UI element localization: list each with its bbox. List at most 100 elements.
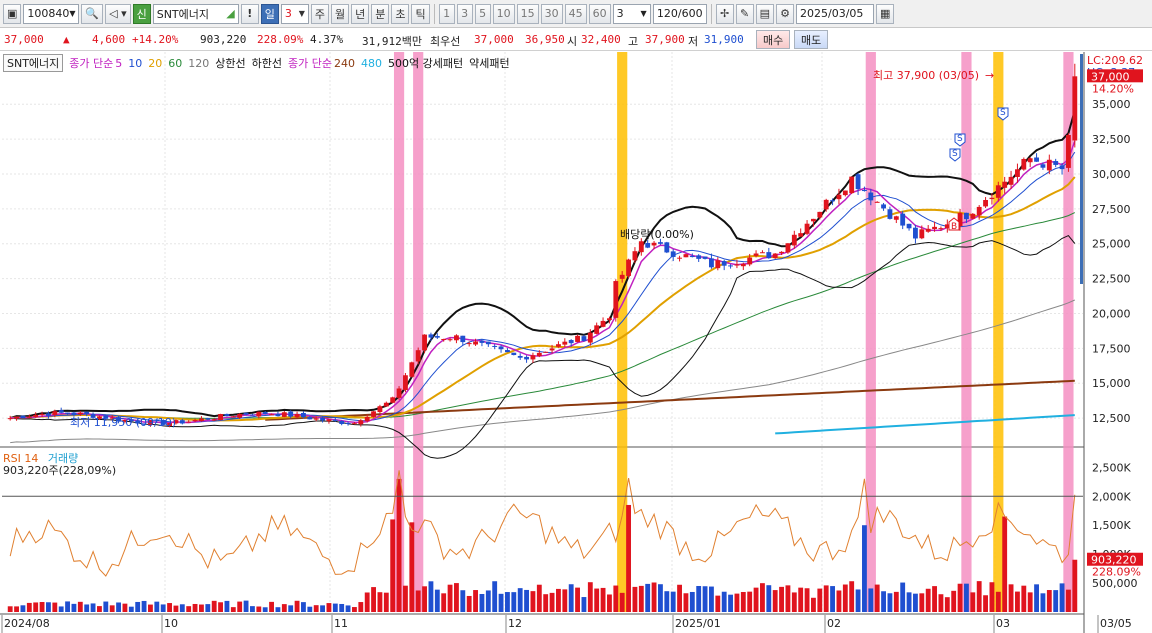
draw-tool-icon[interactable]: ✎ (735, 3, 754, 24)
calendar-icon[interactable]: ▦ (876, 3, 895, 24)
candle-body (677, 257, 682, 259)
candle-body (148, 420, 153, 425)
volume-bar (587, 582, 593, 612)
volume-bar (817, 588, 823, 612)
best-label: 최우선 (430, 35, 461, 48)
layout-icon[interactable]: ▣ (3, 3, 22, 24)
price-tick-label: 32,500 (1092, 133, 1131, 146)
candle-body (1040, 164, 1046, 168)
period-mult-select[interactable]: 3 ▼ (280, 3, 309, 24)
volume-bar (855, 589, 861, 612)
volume-bar (951, 590, 957, 612)
volume-bar (275, 607, 281, 612)
candle-body (211, 419, 217, 421)
candle-body (409, 362, 415, 377)
volume-bar (39, 602, 45, 612)
candle-body (326, 419, 332, 422)
volume-bar (403, 585, 408, 612)
volume-bar (632, 586, 638, 612)
period-min-button[interactable]: 분 (371, 3, 390, 24)
period-day-button[interactable]: 일 (260, 3, 279, 24)
signal-band (393, 52, 405, 612)
interval-button[interactable]: 45 (564, 3, 587, 24)
period-sec-button[interactable]: 초 (391, 3, 410, 24)
alert-button[interactable]: ! (240, 3, 259, 24)
price-change-pct: +14.20% (132, 33, 179, 46)
upper-band-line (9, 110, 1076, 420)
candle-body (913, 227, 918, 239)
crosshair-icon[interactable]: ✢ (715, 3, 734, 24)
interval-buttons: 1 3 5 10 15 30 45 60 (438, 3, 611, 24)
period-tick-button[interactable]: 틱 (411, 3, 430, 24)
candle-body (205, 418, 211, 420)
divider (433, 3, 435, 24)
interval-button[interactable]: 3 (456, 3, 473, 24)
candle-body (919, 229, 925, 239)
candle-body (1002, 181, 1008, 188)
legend-pattern-bear: 약세패턴 (469, 57, 510, 70)
interval-button[interactable]: 60 (588, 3, 611, 24)
date-value: 2025/03/05 (800, 7, 864, 20)
candle-body (740, 263, 746, 267)
candle-body (33, 414, 39, 417)
volume-bar (1034, 584, 1039, 612)
volume-bar (543, 594, 549, 612)
gear-icon[interactable]: ⚙ (776, 3, 794, 24)
open-price: 32,400 (581, 33, 621, 46)
volume-bar (600, 587, 606, 612)
period-year-button[interactable]: 년 (351, 3, 370, 24)
price-chart[interactable]: 35,000 32,500 30,000 27,500 25,000 22,500 20,0… (0, 52, 1152, 633)
save-icon[interactable]: ▤ (755, 3, 774, 24)
legend-ma480: 480 (361, 56, 383, 70)
buy-signal-label: B (951, 222, 957, 232)
interval-button[interactable]: 10 (492, 3, 515, 24)
legend-stock-name[interactable]: SNT에너지 (3, 54, 64, 72)
volume-bar (709, 586, 714, 612)
candle-body (485, 341, 491, 345)
date-field[interactable]: 2025/03/05 (796, 3, 874, 24)
legend-ma10: 10 (128, 56, 143, 70)
volume-bar (893, 591, 899, 612)
sell-signal-label: S (957, 134, 963, 144)
candle-body (849, 176, 855, 194)
signal-band (993, 52, 1004, 612)
candle-body (479, 340, 485, 343)
period-month-button[interactable]: 월 (330, 3, 350, 24)
candle-body (84, 411, 90, 414)
candle-body (798, 233, 804, 237)
volume-current: 903,220주(228,09%) (3, 464, 117, 477)
corner-flag-icon: ◢ (226, 7, 235, 20)
interval-button[interactable]: 5 (474, 3, 491, 24)
search-icon[interactable]: 🔍 (81, 3, 104, 24)
candle-body (760, 252, 765, 254)
ma480-line (775, 414, 1075, 435)
sell-button[interactable]: 매도 (794, 30, 829, 49)
stock-name-field[interactable]: SNT에너지 ◢ (152, 3, 239, 24)
volume-pct-tag: 228.09% (1092, 566, 1141, 579)
interval-button[interactable]: 15 (516, 3, 539, 24)
volume-bar (906, 592, 912, 612)
buy-button[interactable]: 매수 (756, 30, 791, 49)
credit-badge[interactable]: 신 (132, 3, 151, 24)
candle-body (383, 402, 389, 407)
volume-bar (447, 584, 453, 612)
candle-body (7, 418, 13, 420)
candle-body (97, 416, 102, 419)
volume-bar (581, 597, 587, 612)
volume-bar (173, 605, 179, 612)
interval-button[interactable]: 30 (540, 3, 563, 24)
speaker-icon[interactable]: ◁ ▾ (105, 3, 131, 24)
view-count-field[interactable]: 120/600 (652, 3, 707, 24)
volume-bar (320, 605, 325, 612)
interval-button[interactable]: 1 (438, 3, 455, 24)
price-tick-label: 17,500 (1092, 342, 1131, 355)
volume-bar (256, 606, 262, 612)
volume-bar (932, 586, 937, 612)
interval-select[interactable]: 3 ▼ (612, 3, 651, 24)
volume-bar (243, 600, 249, 612)
period-week-button[interactable]: 주 (310, 3, 329, 24)
volume-bar (1053, 590, 1059, 612)
stock-code-input[interactable]: 100840 ▼ (23, 3, 80, 24)
volume-bar (747, 591, 753, 612)
candle-body (441, 338, 447, 340)
